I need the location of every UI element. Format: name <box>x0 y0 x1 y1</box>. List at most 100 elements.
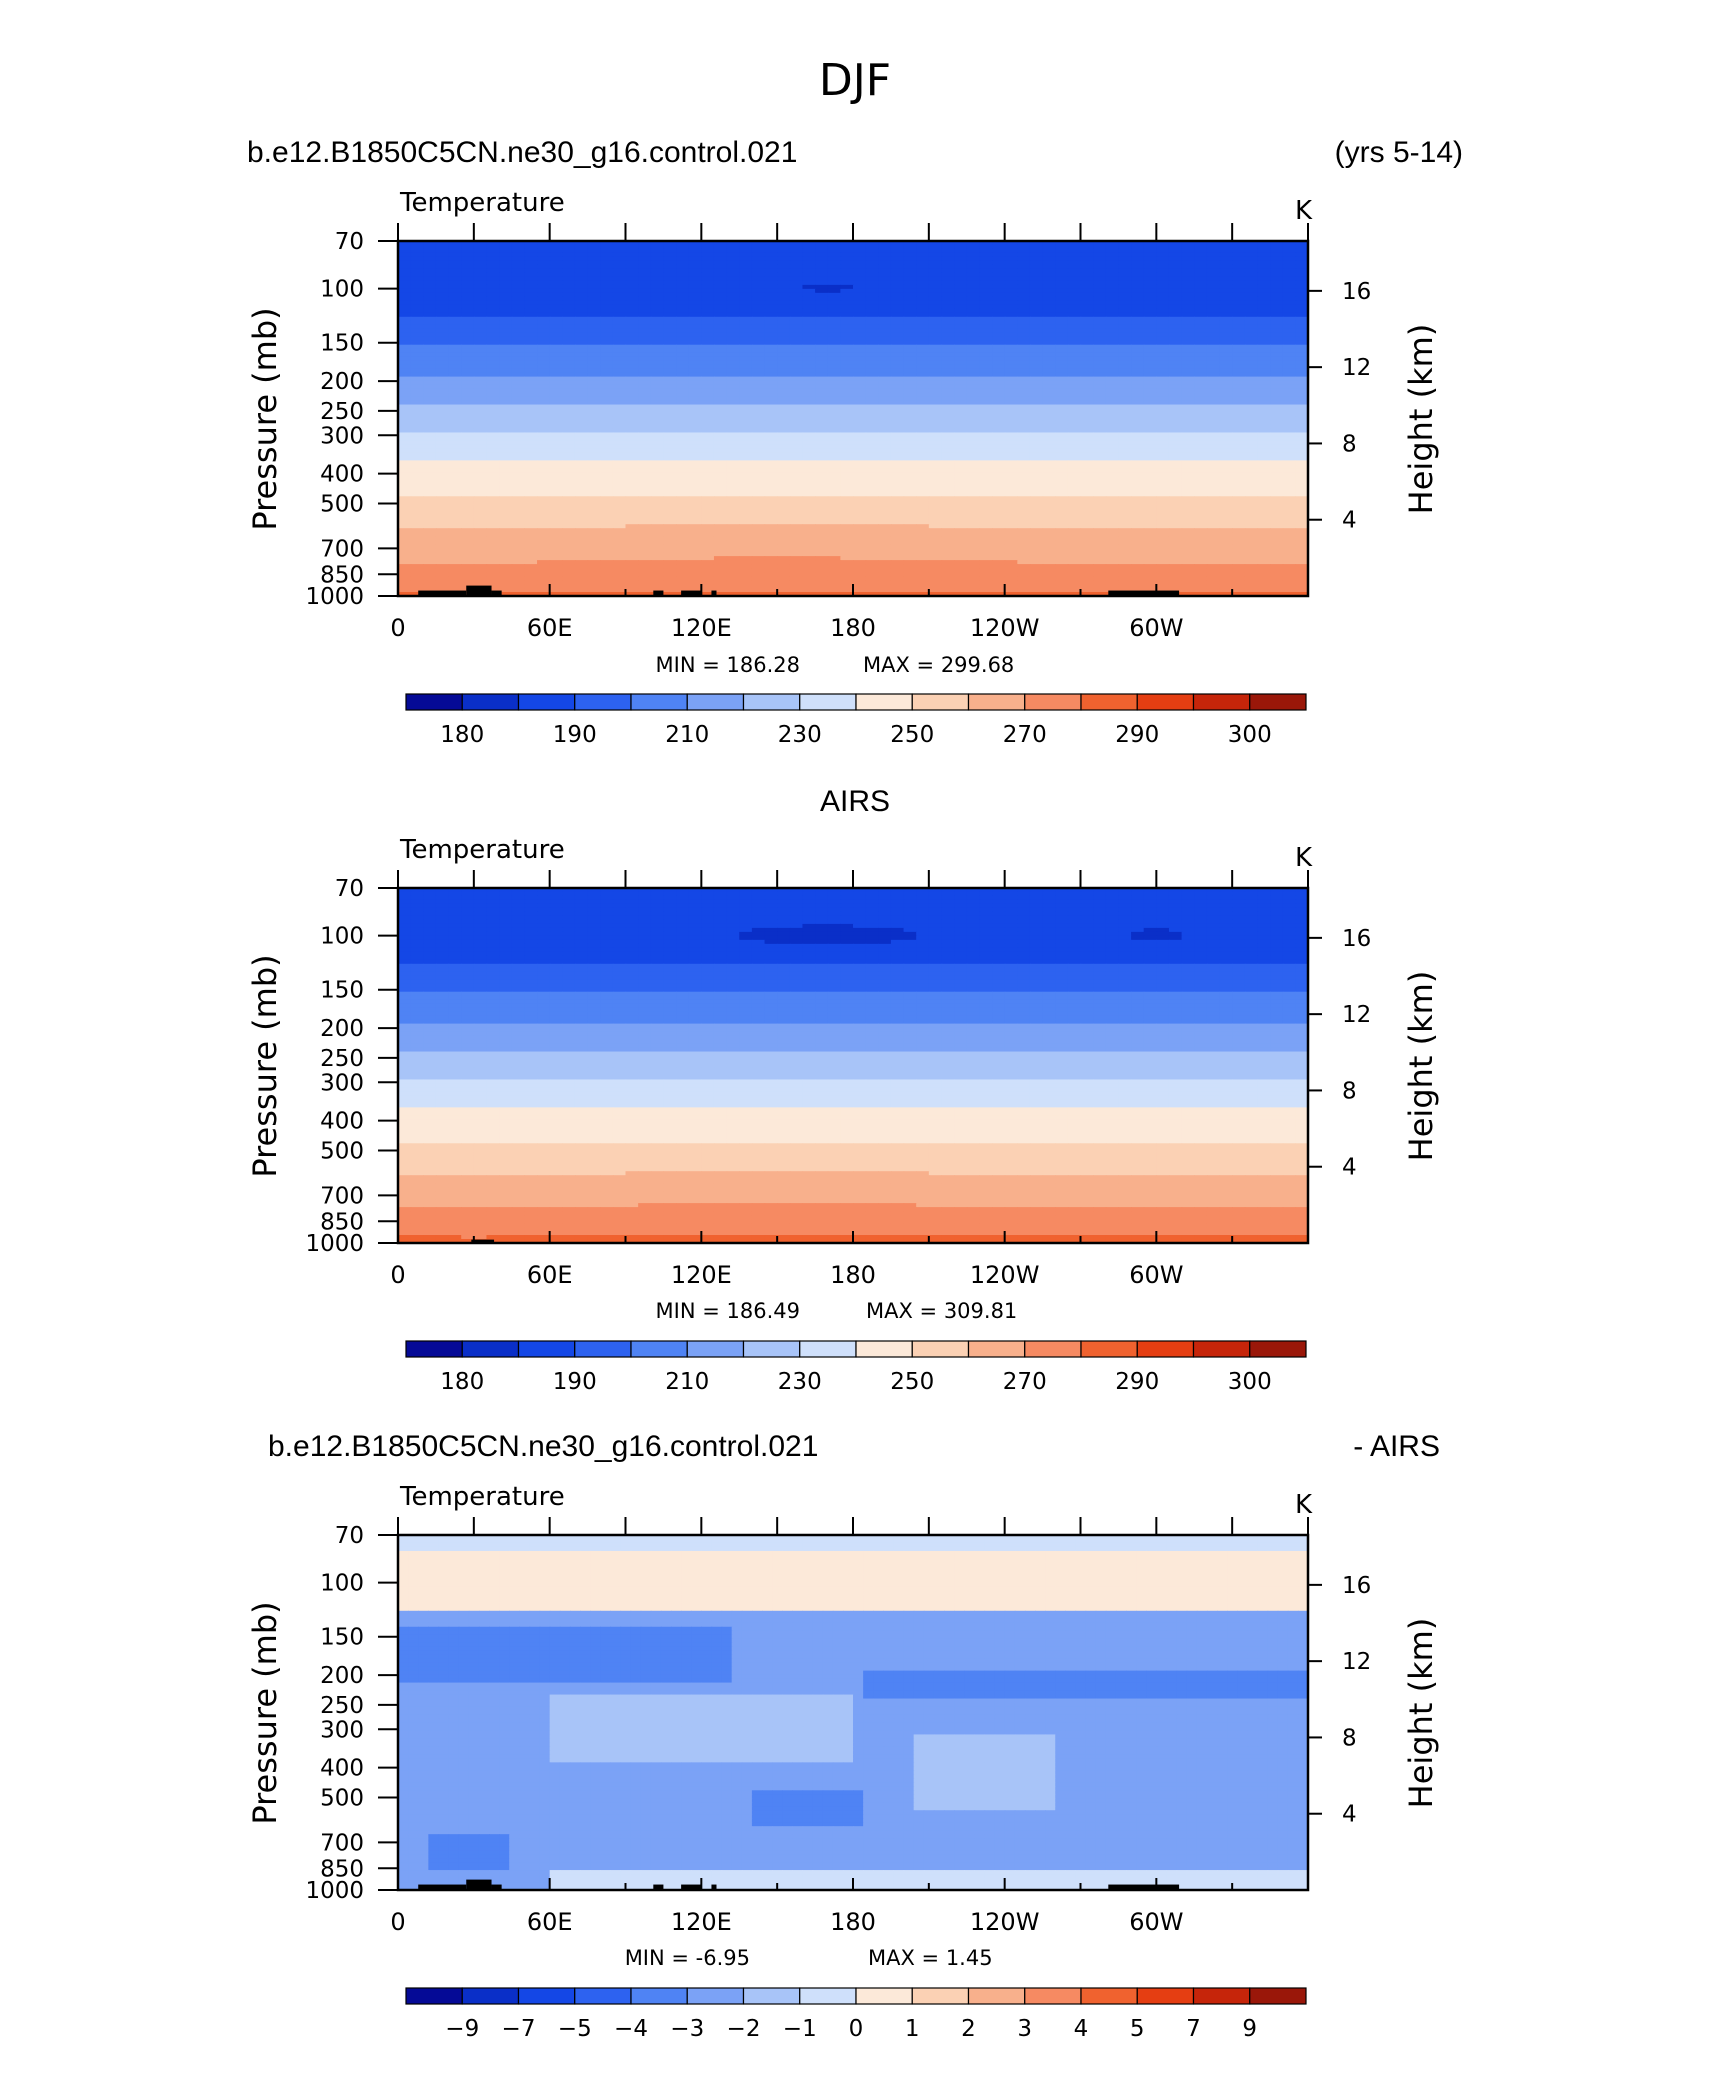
contour-cell <box>751 304 766 310</box>
contour-cell <box>840 276 854 282</box>
contour-cell <box>827 412 842 418</box>
contour-cell <box>499 316 513 322</box>
contour-cell <box>1105 488 1120 493</box>
contour-cell <box>1194 352 1208 358</box>
contour-cell <box>903 316 917 322</box>
contour-cell <box>537 352 551 358</box>
contour-cell <box>713 496 728 501</box>
contour-cell <box>574 400 589 406</box>
contour-cell <box>625 384 639 390</box>
contour-cell <box>992 288 1006 294</box>
contour-cell <box>1181 300 1195 306</box>
contour-cell <box>638 492 652 497</box>
contour-cell <box>486 424 500 430</box>
contour-cell <box>1295 312 1308 318</box>
contour-cell <box>1067 352 1082 358</box>
contour-cell <box>802 432 816 438</box>
contour-cell <box>713 368 728 374</box>
contour-cell <box>739 284 753 290</box>
contour-cell <box>1244 384 1259 390</box>
contour-cell <box>1080 404 1094 410</box>
contour-cell <box>1105 252 1120 258</box>
contour-cell <box>461 492 475 497</box>
contour-cell <box>1017 268 1031 274</box>
contour-cell <box>587 416 601 422</box>
contour-cell <box>1080 452 1094 458</box>
contour-cell <box>1194 484 1208 489</box>
contour-cell <box>739 388 753 394</box>
contour-cell <box>1004 476 1019 482</box>
contour-cell <box>587 456 601 462</box>
contour-cell <box>1244 328 1259 334</box>
contour-cell <box>574 512 589 517</box>
contour-cell <box>435 412 450 418</box>
contour-cell <box>461 276 475 282</box>
contour-cell <box>815 424 829 430</box>
contour-cell <box>751 440 766 446</box>
contour-cell <box>1017 448 1031 454</box>
contour-cell <box>966 392 981 398</box>
contour-cell <box>1295 264 1308 270</box>
contour-cell <box>1270 512 1284 517</box>
contour-cell <box>676 468 690 474</box>
contour-cell <box>486 492 500 497</box>
contour-cell <box>1282 436 1297 442</box>
contour-cell <box>954 380 968 386</box>
contour-cell <box>1029 420 1044 426</box>
contour-cell <box>726 324 740 330</box>
contour-cell <box>1131 388 1145 394</box>
contour-cell <box>511 392 526 398</box>
contour-cell <box>1168 496 1183 501</box>
contour-cell <box>423 264 437 270</box>
contour-cell <box>1244 288 1259 294</box>
contour-cell <box>511 244 526 250</box>
contour-cell <box>928 340 943 346</box>
contour-cell <box>423 332 437 338</box>
contour-cell <box>612 332 627 338</box>
contour-cell <box>511 372 526 378</box>
contour-cell <box>461 416 475 422</box>
contour-cell <box>625 248 639 254</box>
contour-cell <box>663 272 677 278</box>
contour-cell <box>1093 241 1107 246</box>
contour-cell <box>928 348 943 354</box>
contour-cell <box>903 508 917 513</box>
contour-cell <box>992 388 1006 394</box>
contour-cell <box>1067 416 1082 422</box>
contour-cell <box>524 260 538 266</box>
contour-cell <box>903 444 917 450</box>
contour-cell <box>486 516 500 521</box>
contour-cell <box>1194 328 1208 334</box>
contour-cell <box>688 408 703 414</box>
contour-cell <box>903 496 917 501</box>
contour-cell <box>448 352 462 358</box>
contour-cell <box>638 432 652 438</box>
contour-cell <box>1055 432 1069 438</box>
contour-cell <box>663 404 677 410</box>
contour-cell <box>865 352 879 358</box>
contour-cell <box>764 484 778 489</box>
contour-cell <box>676 464 690 470</box>
contour-cell <box>1295 260 1308 266</box>
contour-cell <box>739 352 753 358</box>
contour-cell <box>1244 428 1259 434</box>
contour-cell <box>903 332 917 338</box>
contour-cell <box>916 492 930 497</box>
contour-cell <box>726 336 740 342</box>
contour-cell <box>1017 408 1031 414</box>
contour-cell <box>562 300 576 306</box>
contour-cell <box>840 300 854 306</box>
contour-cell <box>1067 248 1082 254</box>
contour-cell <box>1017 300 1031 306</box>
contour-cell <box>549 241 564 246</box>
contour-cell <box>435 492 450 497</box>
contour-cell <box>1168 288 1183 294</box>
contour-cell <box>574 472 589 478</box>
contour-cell <box>423 344 437 350</box>
contour-cell <box>435 336 450 342</box>
contour-cell <box>1105 472 1120 478</box>
contour-cell <box>1257 388 1271 394</box>
contour-cell <box>1118 244 1132 250</box>
contour-cell <box>398 348 412 354</box>
contour-cell <box>1156 492 1170 497</box>
